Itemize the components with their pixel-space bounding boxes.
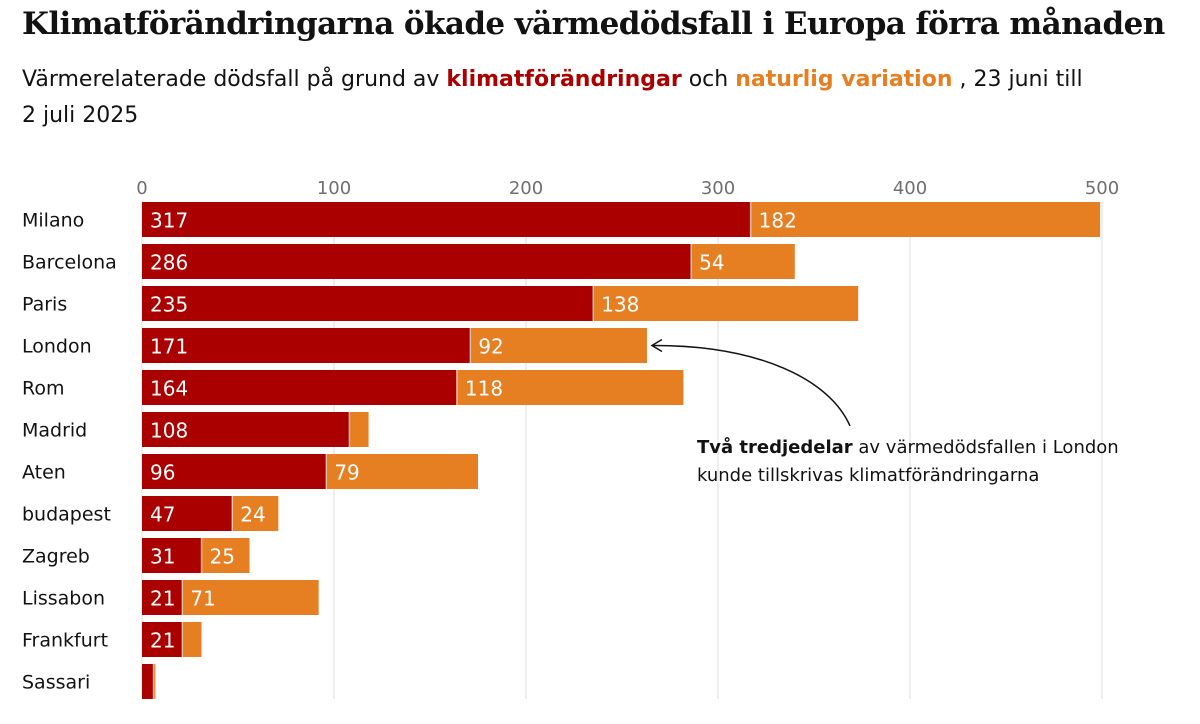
annotation-line2: kunde tillskrivas klimatförändringarna — [697, 465, 1040, 486]
x-tick-label: 300 — [701, 178, 735, 199]
bar-climate — [142, 370, 457, 405]
data-label: 118 — [465, 377, 503, 401]
category-label: Madrid — [22, 420, 87, 442]
x-axis-ticks: 0 100 200 300 400 500 — [136, 178, 1119, 199]
x-tick-label: 100 — [317, 178, 351, 199]
category-label: Lissabon — [22, 588, 105, 610]
category-label: London — [22, 336, 92, 358]
chart-title: Klimatförändringarna ökade värmedödsfall… — [22, 6, 1165, 42]
data-label: 182 — [759, 209, 797, 233]
data-label: 317 — [150, 209, 188, 233]
data-label: 164 — [150, 377, 188, 401]
category-label: Zagreb — [22, 546, 90, 568]
legend-climate-label: klimatförändringar — [446, 67, 682, 92]
data-label: 138 — [601, 293, 639, 317]
data-label: 96 — [150, 461, 175, 485]
category-label: Barcelona — [22, 252, 117, 274]
bar-natural — [182, 580, 319, 615]
data-label: 71 — [190, 587, 215, 611]
data-label: 79 — [334, 461, 359, 485]
subtitle-prefix: Värmerelaterade dödsfall på grund av — [22, 67, 440, 92]
category-label: Paris — [22, 294, 67, 316]
category-label: budapest — [22, 504, 111, 526]
annotation-arrow — [651, 344, 851, 427]
bar-natural — [750, 202, 1101, 237]
category-label: Rom — [22, 378, 64, 400]
data-label: 92 — [478, 335, 503, 359]
bar-climate — [142, 538, 202, 573]
bar-natural — [153, 664, 156, 699]
data-label: 31 — [150, 545, 175, 569]
data-label: 24 — [240, 503, 265, 527]
category-label: Sassari — [22, 672, 90, 694]
x-tick-label: 500 — [1085, 178, 1119, 199]
data-label: 108 — [150, 419, 188, 443]
bar-climate — [142, 412, 350, 447]
subtitle-suffix: , 23 juni till 2 juli 2025 — [22, 67, 1083, 128]
x-tick-label: 400 — [893, 178, 927, 199]
bar-natural — [232, 496, 279, 531]
bar-climate — [142, 496, 233, 531]
data-label: 21 — [150, 587, 175, 611]
category-label: Frankfurt — [22, 630, 108, 652]
bar-natural — [326, 454, 478, 489]
data-label: 235 — [150, 293, 188, 317]
bar-natural — [182, 622, 202, 657]
bar-natural — [349, 412, 369, 447]
data-label: 171 — [150, 335, 188, 359]
bar-climate — [142, 664, 154, 699]
bar-climate — [142, 454, 327, 489]
bars: 317 182 286 54 235 138 171 92 164 118 108 96 79 47 24 3… — [142, 202, 1101, 699]
gridlines — [141, 202, 1103, 699]
bar-climate — [142, 202, 751, 237]
london-annotation: Två tredjedelar av värmedödsfallen i Lon… — [697, 434, 1137, 490]
bar-natural — [201, 538, 250, 573]
data-label: 21 — [150, 629, 175, 653]
subtitle-and: och — [688, 67, 729, 92]
x-tick-label: 200 — [509, 178, 543, 199]
bar-climate — [142, 328, 471, 363]
annotation-line1: av värmedödsfallen i London — [858, 437, 1119, 458]
data-label: 54 — [699, 251, 724, 275]
legend-natural-label: naturlig variation — [735, 67, 953, 92]
data-label: 25 — [210, 545, 235, 569]
chart-subtitle: Värmerelaterade dödsfall på grund av kli… — [22, 62, 1102, 134]
category-label: Milano — [22, 210, 84, 232]
x-tick-label: 0 — [136, 178, 147, 199]
bar-climate — [142, 286, 594, 321]
annotation-arrowhead — [650, 338, 663, 353]
bar-natural — [593, 286, 859, 321]
bar-climate — [142, 580, 183, 615]
category-labels: Milano Barcelona Paris London Rom Madrid Aten b… — [22, 210, 117, 694]
data-label: 47 — [150, 503, 175, 527]
bar-natural — [691, 244, 795, 279]
bar-climate — [142, 244, 692, 279]
category-label: Aten — [22, 462, 66, 484]
bar-natural — [456, 370, 684, 405]
bar-climate — [142, 622, 183, 657]
bar-natural — [470, 328, 647, 363]
annotation-bold: Två tredjedelar — [697, 437, 853, 458]
data-label: 286 — [150, 251, 188, 275]
